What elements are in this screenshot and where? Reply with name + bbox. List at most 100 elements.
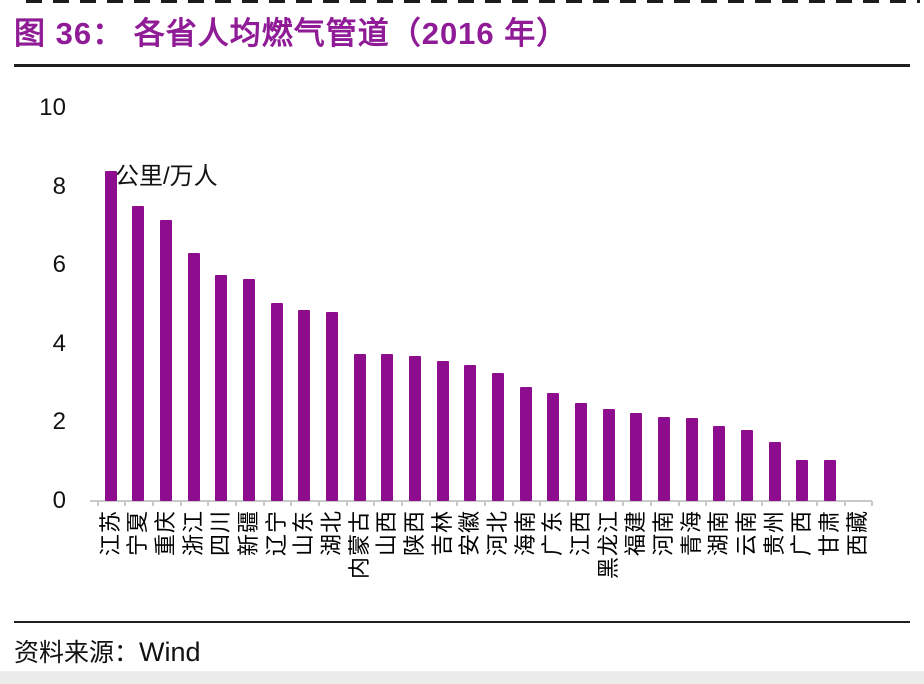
x-category-label: 广西 xyxy=(789,510,815,557)
x-axis-tick xyxy=(843,501,846,506)
y-tick-label: 4 xyxy=(52,329,66,357)
y-tick-label: 2 xyxy=(52,408,66,436)
bar xyxy=(242,278,255,501)
y-tick-label: 8 xyxy=(52,172,66,200)
bar xyxy=(768,442,781,501)
bar xyxy=(353,353,366,501)
source-line: 资料来源：Wind xyxy=(14,633,201,669)
x-category-label: 河南 xyxy=(650,510,676,557)
x-axis-tick xyxy=(760,501,763,506)
header-rule xyxy=(14,64,910,67)
x-axis-tick xyxy=(345,501,348,506)
x-category-label: 广东 xyxy=(540,510,566,557)
x-category-label: 湖南 xyxy=(706,510,732,557)
figure-title: 图 36： 各省人均燃气管道（2016 年） xyxy=(14,16,569,51)
x-axis-tick xyxy=(96,501,99,506)
bar xyxy=(519,387,532,501)
source-value: Wind xyxy=(139,637,201,667)
bar xyxy=(104,170,117,501)
x-category-label: 云南 xyxy=(733,510,759,557)
bar xyxy=(796,459,809,501)
bar xyxy=(491,373,504,501)
bar xyxy=(298,310,311,501)
x-axis-tick xyxy=(871,501,874,506)
x-category-label: 浙江 xyxy=(180,510,206,557)
x-category-label: 江西 xyxy=(567,510,593,557)
x-axis-tick xyxy=(567,501,570,506)
bottom-page-strip xyxy=(0,671,924,684)
x-category-label: 陕西 xyxy=(401,510,427,557)
x-axis-tick xyxy=(456,501,459,506)
x-category-label: 重庆 xyxy=(152,510,178,557)
y-tick-label: 6 xyxy=(52,251,66,279)
x-axis-tick xyxy=(788,501,791,506)
bar xyxy=(713,426,726,501)
bar xyxy=(436,361,449,501)
x-axis-tick xyxy=(705,501,708,506)
x-axis-tick xyxy=(262,501,265,506)
x-category-label: 山东 xyxy=(291,510,317,557)
x-category-label: 山西 xyxy=(374,510,400,557)
x-axis-tick xyxy=(207,501,210,506)
x-category-label: 河北 xyxy=(484,510,510,557)
top-dashed-divider xyxy=(26,0,920,3)
x-category-label: 西藏 xyxy=(844,510,870,557)
x-category-label: 新疆 xyxy=(235,510,261,557)
x-axis-tick xyxy=(428,501,431,506)
bar xyxy=(215,275,228,501)
bar xyxy=(602,408,615,501)
x-axis-tick xyxy=(484,501,487,506)
bar xyxy=(823,459,836,501)
bar xyxy=(408,355,421,501)
y-axis-unit-label: 公里/万人 xyxy=(115,163,218,190)
bar xyxy=(132,206,145,501)
bar xyxy=(464,365,477,501)
x-axis-tick xyxy=(401,501,404,506)
bar xyxy=(630,412,643,501)
x-category-label: 吉林 xyxy=(429,510,455,557)
x-axis-tick xyxy=(152,501,154,506)
source-label: 资料来源： xyxy=(14,638,140,667)
x-category-label: 江苏 xyxy=(97,510,123,557)
bar-chart: 公里/万人 0 2 4 6 8 10 江苏 宁夏 重庆 浙江 四川 新疆 辽宁 山东 湖北 内蒙古 山西 陕西 吉林… xyxy=(0,70,924,615)
bar xyxy=(574,402,587,501)
bar xyxy=(187,253,200,501)
x-axis-tick xyxy=(677,501,680,506)
x-axis-tick xyxy=(622,501,625,506)
x-axis-tick xyxy=(539,501,542,506)
x-axis-tick xyxy=(511,501,514,506)
x-axis-tick xyxy=(179,501,182,506)
x-category-label: 贵州 xyxy=(761,510,787,557)
x-category-label: 福建 xyxy=(623,510,649,557)
x-axis-tick xyxy=(290,501,293,506)
x-category-label: 安徽 xyxy=(457,510,483,557)
x-axis-tick xyxy=(650,501,653,506)
y-tick-label: 10 xyxy=(39,94,66,121)
bar xyxy=(270,302,283,501)
x-category-label: 黑龙江 xyxy=(595,510,621,580)
bar xyxy=(159,220,172,501)
x-axis-tick xyxy=(318,501,321,506)
footer-rule xyxy=(14,621,910,623)
bar xyxy=(740,430,753,501)
x-category-label: 辽宁 xyxy=(263,510,289,557)
x-axis-tick xyxy=(235,501,237,506)
x-category-label: 内蒙古 xyxy=(346,510,372,580)
x-category-label: 青海 xyxy=(678,510,704,557)
x-axis-tick xyxy=(733,501,736,506)
x-axis-line xyxy=(90,500,872,502)
bar xyxy=(657,416,670,501)
x-axis-tick xyxy=(124,501,127,506)
x-category-label: 湖北 xyxy=(318,510,344,557)
y-tick-label: 0 xyxy=(52,487,66,514)
x-axis-tick xyxy=(816,501,819,506)
x-category-label: 四川 xyxy=(208,510,234,557)
x-axis-tick xyxy=(594,501,597,506)
x-category-label: 海南 xyxy=(512,510,538,557)
bar xyxy=(685,418,698,501)
x-category-label: 宁夏 xyxy=(125,510,151,557)
x-category-label: 甘肃 xyxy=(816,510,842,557)
bar xyxy=(547,392,560,501)
x-axis-tick xyxy=(373,501,376,506)
bar xyxy=(381,353,394,501)
